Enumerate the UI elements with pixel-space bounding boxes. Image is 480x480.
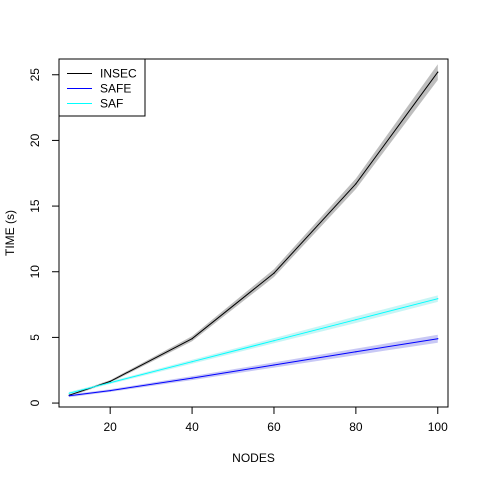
- y-axis-title: TIME (s): [3, 210, 17, 256]
- data-point-saf: [273, 340, 275, 342]
- y-tick-label: 10: [28, 265, 42, 279]
- data-point-saf: [109, 382, 111, 384]
- y-tick-label: 20: [28, 133, 42, 147]
- x-tick-label: 60: [267, 420, 281, 434]
- data-point-insec: [109, 380, 111, 382]
- x-tick-label: 20: [104, 420, 118, 434]
- data-point-insec: [355, 183, 357, 185]
- data-point-saf: [68, 392, 70, 394]
- data-point-safe: [273, 364, 275, 366]
- data-point-saf: [355, 319, 357, 321]
- x-tick-label: 80: [349, 420, 363, 434]
- data-point-safe: [191, 377, 193, 379]
- legend-box: [58, 58, 146, 117]
- data-point-safe: [437, 338, 439, 340]
- legend-label-insec: INSEC: [100, 67, 137, 81]
- legend-label-saf: SAF: [100, 97, 123, 111]
- data-point-safe: [68, 395, 70, 397]
- y-axis: 0 5 10 15 20 25: [28, 68, 60, 406]
- data-point-insec: [191, 338, 193, 340]
- y-tick-label: 5: [28, 334, 42, 341]
- data-point-safe: [355, 351, 357, 353]
- data-point-safe: [109, 390, 111, 392]
- y-tick-label: 25: [28, 68, 42, 82]
- data-point-saf: [437, 298, 439, 300]
- y-tick-label: 15: [28, 199, 42, 213]
- data-point-insec: [437, 71, 439, 73]
- data-point-saf: [191, 361, 193, 363]
- band-safe: [69, 334, 438, 398]
- series-line-insec: [69, 71, 439, 396]
- x-tick-label: 100: [428, 420, 448, 434]
- x-axis: 20 40 60 80 100: [104, 406, 448, 434]
- series-line-safe: [69, 338, 438, 397]
- series-lines: [68, 71, 439, 397]
- y-tick-label: 0: [28, 399, 42, 406]
- x-tick-label: 40: [185, 420, 199, 434]
- data-point-insec: [273, 272, 275, 274]
- x-axis-title: NODES: [232, 451, 275, 465]
- legend-label-safe: SAFE: [100, 82, 131, 96]
- series-line-saf: [69, 298, 438, 394]
